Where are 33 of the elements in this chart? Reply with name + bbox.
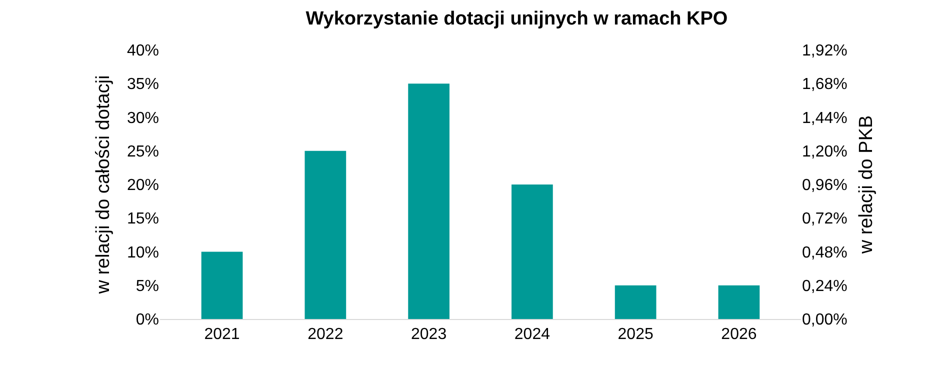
x-tick-label: 2025 (618, 326, 654, 344)
x-tick-label: 2021 (204, 326, 240, 344)
y-tick-label: 25% (126, 143, 159, 160)
y2-tick-label: 1,92% (802, 42, 848, 60)
y2-tick-label: 0,24% (802, 278, 848, 295)
bar (304, 150, 346, 319)
y-axis-title: w relacji do całości dotacji (92, 75, 114, 295)
y-tick-label: 20% (126, 177, 159, 194)
y2-tick-label: 0,96% (802, 177, 848, 194)
y-tick-label: 5% (136, 278, 159, 295)
bar (718, 285, 760, 319)
y-tick-label: 0% (136, 312, 159, 329)
x-tick-label: 2024 (514, 326, 550, 344)
y-tick-label: 35% (126, 76, 159, 94)
bar (512, 184, 553, 319)
x-tick-label: 2023 (411, 326, 447, 344)
bar (201, 252, 243, 319)
y-tick-label: 10% (126, 244, 159, 262)
y2-axis-title: w relacji do PKB (856, 115, 878, 255)
y-tick-label: 40% (126, 42, 159, 60)
y2-tick-label: 0,48% (802, 244, 848, 262)
bar (614, 285, 656, 319)
y2-tick-label: 0,72% (802, 210, 848, 228)
y2-tick-label: 0,00% (802, 312, 848, 329)
x-tick-label: 2026 (721, 326, 757, 344)
y-tick-label: 15% (126, 210, 159, 228)
y2-tick-label: 1,20% (802, 143, 848, 160)
y2-tick-label: 1,44% (802, 110, 848, 127)
y2-tick-label: 1,68% (802, 76, 848, 94)
chart-title: Wykorzystanie dotacji unijnych w ramach KPO (306, 8, 728, 30)
x-tick-label: 2022 (308, 326, 344, 344)
bar (408, 84, 450, 319)
y-tick-label: 30% (126, 110, 159, 127)
